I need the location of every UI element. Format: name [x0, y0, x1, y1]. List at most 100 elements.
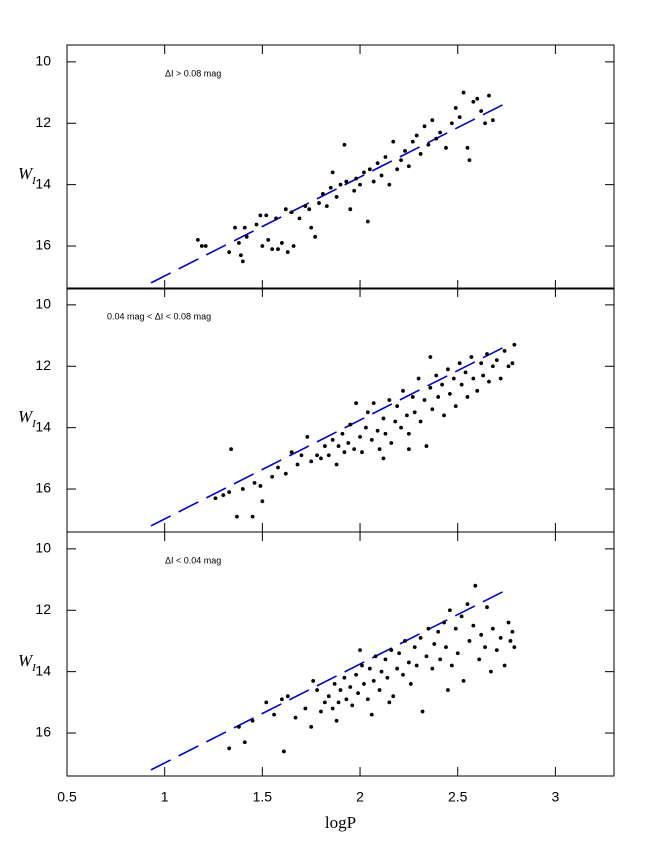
data-point: [395, 666, 400, 671]
data-point: [418, 152, 423, 156]
data-point: [403, 639, 407, 643]
data-point: [428, 385, 433, 390]
data-point: [336, 700, 341, 705]
data-point: [317, 201, 321, 205]
data-point: [328, 185, 333, 190]
data-point: [295, 462, 300, 467]
data-point: [326, 453, 331, 458]
data-point: [498, 635, 503, 640]
data-point: [434, 373, 439, 378]
data-point: [487, 93, 491, 98]
data-point: [221, 493, 226, 498]
annotation: ΔI > 0.08 mag: [165, 68, 221, 78]
data-point: [444, 645, 448, 649]
data-point: [479, 109, 484, 113]
data-point: [258, 484, 263, 488]
data-point: [229, 447, 234, 452]
data-point: [354, 672, 359, 677]
data-point: [387, 398, 392, 402]
data-point: [344, 697, 349, 702]
data-point: [383, 431, 388, 436]
data-point: [506, 364, 511, 369]
data-point: [461, 90, 466, 95]
data-point: [420, 709, 425, 714]
data-point: [455, 651, 460, 656]
data-point: [375, 161, 380, 166]
data-point: [424, 654, 429, 659]
data-point: [334, 195, 339, 199]
data-point: [330, 706, 335, 711]
data-point: [227, 490, 232, 495]
data-point: [465, 602, 470, 607]
data-point: [315, 688, 319, 692]
data-point: [498, 376, 503, 381]
data-point: [418, 635, 423, 640]
data-point: [373, 654, 378, 659]
data-point: [436, 395, 441, 399]
y-axis-label-main: W: [18, 407, 34, 426]
data-point: [379, 669, 384, 674]
data-point: [336, 444, 341, 448]
data-point: [391, 694, 396, 699]
data-point: [321, 191, 325, 196]
data-point: [371, 401, 376, 405]
data-point: [309, 724, 314, 729]
data-point: [252, 480, 257, 485]
data-point: [319, 709, 323, 714]
data-point: [512, 342, 517, 347]
data-point: [279, 697, 284, 702]
y-tick-label: 14: [35, 662, 51, 678]
data-point: [237, 241, 241, 245]
data-point: [430, 407, 435, 412]
data-point: [334, 718, 339, 723]
y-tick-label: 16: [35, 724, 51, 740]
x-axis-label: logP: [325, 813, 356, 832]
data-point: [299, 453, 304, 458]
data-point: [346, 441, 351, 445]
data-point: [237, 724, 241, 729]
data-point: [414, 133, 419, 138]
data-point: [453, 106, 458, 110]
data-point: [272, 712, 276, 717]
data-point: [270, 474, 275, 479]
data-point: [291, 244, 296, 248]
annotation: ΔI < 0.04 mag: [165, 555, 221, 565]
data-point: [362, 170, 366, 175]
data-point: [240, 487, 245, 491]
data-point: [342, 675, 347, 680]
data-point: [260, 244, 265, 248]
data-point: [457, 115, 462, 120]
data-point: [406, 431, 411, 436]
data-point: [457, 361, 462, 366]
data-point: [342, 450, 347, 455]
data-point: [371, 179, 376, 184]
data-point: [424, 444, 429, 448]
data-point: [479, 361, 484, 366]
data-point: [250, 514, 255, 519]
data-point: [260, 499, 265, 504]
data-point: [481, 373, 486, 378]
panel-frame: [66, 531, 615, 777]
data-point: [360, 450, 364, 455]
data-point: [412, 645, 417, 649]
data-point: [319, 456, 323, 461]
x-tick-label: 0.5: [57, 789, 77, 805]
data-point: [285, 250, 290, 255]
data-point: [459, 382, 464, 387]
data-point: [438, 130, 443, 135]
data-point: [322, 444, 327, 448]
data-point: [465, 395, 470, 399]
data-point: [276, 465, 280, 470]
panel-frame: [66, 44, 615, 290]
data-point: [406, 660, 411, 665]
data-point: [233, 225, 237, 230]
data-point: [289, 450, 294, 455]
data-point: [490, 364, 495, 369]
data-point: [330, 438, 335, 442]
data-point: [264, 700, 269, 705]
data-point: [367, 666, 372, 671]
data-point: [502, 349, 507, 353]
data-point: [307, 207, 312, 212]
data-point: [432, 642, 437, 646]
data-point: [434, 136, 439, 141]
